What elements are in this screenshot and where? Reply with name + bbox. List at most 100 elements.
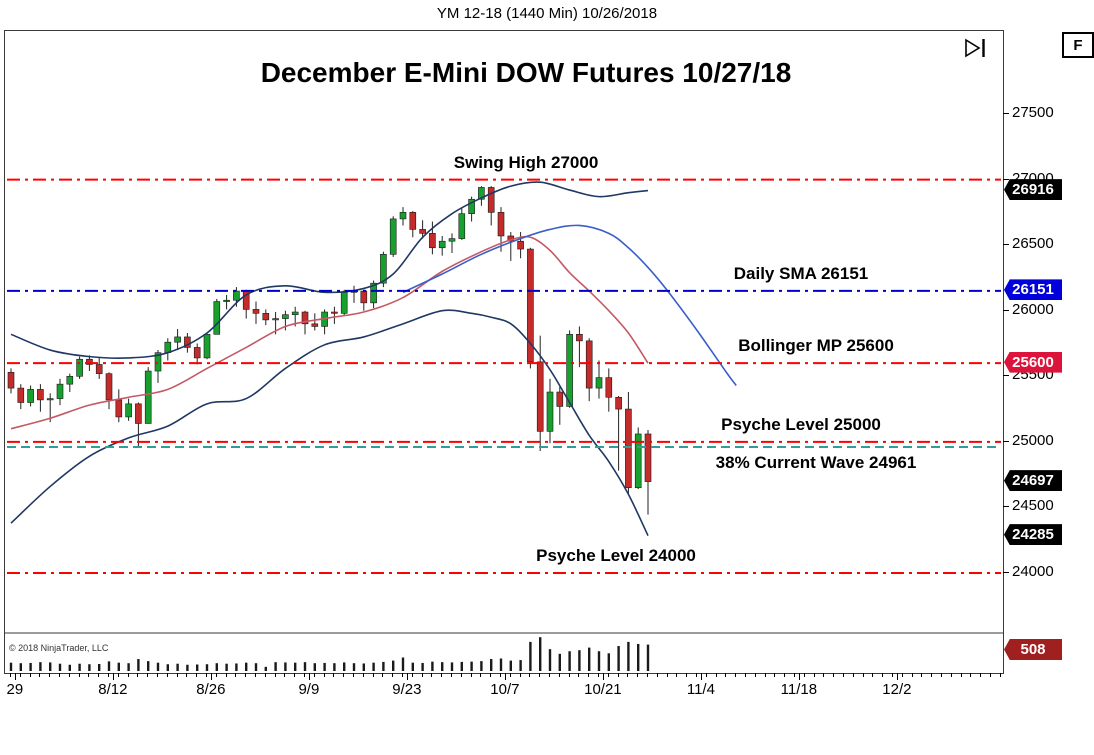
time-axis-minor-tick xyxy=(421,673,423,677)
candlestick-chart[interactable] xyxy=(5,31,1003,673)
time-axis-major-tick xyxy=(700,673,702,680)
time-axis-minor-tick xyxy=(480,673,482,677)
candle-body xyxy=(389,218,397,255)
volume-bar xyxy=(421,662,424,671)
volume-bar xyxy=(225,663,228,671)
go-to-end-icon[interactable] xyxy=(963,37,991,59)
time-axis-minor-tick xyxy=(264,673,266,677)
volume-bar xyxy=(19,663,22,671)
time-axis-minor-tick xyxy=(539,673,541,677)
price-badge: 24697 xyxy=(1004,470,1062,492)
volume-bar xyxy=(313,663,316,671)
time-axis-minor-tick xyxy=(78,673,80,677)
time-axis-minor-tick xyxy=(235,673,237,677)
candle-body xyxy=(56,383,64,399)
time-axis-minor-tick xyxy=(127,673,129,677)
candle-body xyxy=(282,314,289,319)
price-axis-label: 26500 xyxy=(1012,235,1054,253)
candle-body xyxy=(595,377,603,389)
daily-sma-line xyxy=(402,224,737,386)
time-axis-minor-tick xyxy=(68,673,70,677)
annotation-lines xyxy=(7,178,1001,574)
copyright-text: © 2018 NinjaTrader, LLC xyxy=(9,643,109,653)
volume-bar xyxy=(49,662,52,671)
candle-body xyxy=(252,309,260,314)
volume-bar xyxy=(431,661,434,671)
time-axis-major-tick xyxy=(14,673,16,680)
time-axis-minor-tick xyxy=(617,673,619,677)
time-axis-minor-tick xyxy=(735,673,737,677)
time-axis-minor-tick xyxy=(686,673,688,677)
candle-bodies xyxy=(7,187,652,489)
candle-body xyxy=(605,377,613,398)
time-axis-minor-tick xyxy=(558,673,560,677)
volume-bar xyxy=(147,661,150,671)
candle-body xyxy=(193,347,201,359)
candle-wicks xyxy=(10,186,649,515)
candle-body xyxy=(203,334,211,359)
chart-title: December E-Mini DOW Futures 10/27/18 xyxy=(260,57,792,88)
candle-body xyxy=(213,301,221,335)
candle-body xyxy=(536,361,544,432)
time-axis-minor-tick xyxy=(764,673,766,677)
volume-bar xyxy=(107,661,111,671)
time-axis-label: 9/23 xyxy=(392,681,422,698)
time-axis-minor-tick xyxy=(470,673,472,677)
candle-body xyxy=(144,370,152,424)
time-axis-minor-tick xyxy=(441,673,443,677)
time-axis-minor-tick xyxy=(754,673,756,677)
time-axis-label: 8/12 xyxy=(98,681,128,698)
volume-bar xyxy=(166,664,169,671)
time-axis-minor-tick xyxy=(372,673,374,677)
volume-bar xyxy=(627,641,630,671)
time-axis-minor-tick xyxy=(960,673,962,677)
volume-bar xyxy=(352,663,356,671)
time-axis-minor-tick xyxy=(745,673,746,677)
time-axis-label: 10/21 xyxy=(584,681,622,698)
volume-bar xyxy=(29,662,32,671)
volume-bar xyxy=(617,646,620,671)
time-axis-major-tick xyxy=(504,673,506,680)
time-axis-minor-tick xyxy=(852,673,854,677)
candle-body xyxy=(527,248,534,363)
time-axis-label: 29 xyxy=(6,681,24,698)
time-axis-minor-tick xyxy=(725,673,727,677)
volume-bar xyxy=(254,663,258,671)
time-axis-minor-tick xyxy=(382,673,384,677)
time-axis-minor-tick xyxy=(49,673,51,677)
time-axis-minor-tick xyxy=(950,673,952,677)
bollinger-upper-line xyxy=(10,181,649,359)
chart-panel: December E-Mini DOW Futures 10/27/18 Swi… xyxy=(4,30,1004,674)
time-axis[interactable]: 29 8/12 8/26 9/9 9/23 10/7 10/21 11/4 11/18 12/2 xyxy=(4,673,1094,701)
volume-bar xyxy=(441,662,444,671)
volume-bar xyxy=(78,663,81,671)
time-axis-minor-tick xyxy=(343,673,345,677)
volume-bar xyxy=(176,663,179,671)
f-key-button[interactable]: F xyxy=(1062,32,1094,58)
volume-bar xyxy=(401,657,405,671)
volume-bar xyxy=(205,664,209,671)
volume-bar xyxy=(499,658,503,671)
candle-body xyxy=(380,254,387,284)
time-axis-minor-tick xyxy=(29,673,31,677)
time-axis-minor-tick xyxy=(490,673,492,677)
time-axis-minor-tick xyxy=(715,673,717,677)
volume-bar xyxy=(548,649,552,671)
time-axis-minor-tick xyxy=(911,673,913,677)
time-axis-minor-tick xyxy=(313,673,315,677)
time-axis-minor-tick xyxy=(882,673,884,677)
price-axis-label: 24500 xyxy=(1012,497,1054,515)
time-axis-major-tick xyxy=(112,673,114,680)
time-axis-minor-tick xyxy=(196,673,198,677)
volume-bar xyxy=(39,662,42,671)
price-badge: 25600 xyxy=(1004,351,1062,373)
price-axis[interactable]: 27500 27000 26500 26000 25500 25000 24500 24000… xyxy=(1003,30,1094,680)
price-axis-tick xyxy=(1003,506,1009,508)
time-axis-minor-tick xyxy=(10,673,11,677)
volume-bar xyxy=(68,664,71,671)
candle-body xyxy=(37,389,44,401)
time-axis-minor-tick xyxy=(215,673,217,677)
volume-bar xyxy=(88,664,91,671)
time-axis-minor-tick xyxy=(392,673,394,677)
